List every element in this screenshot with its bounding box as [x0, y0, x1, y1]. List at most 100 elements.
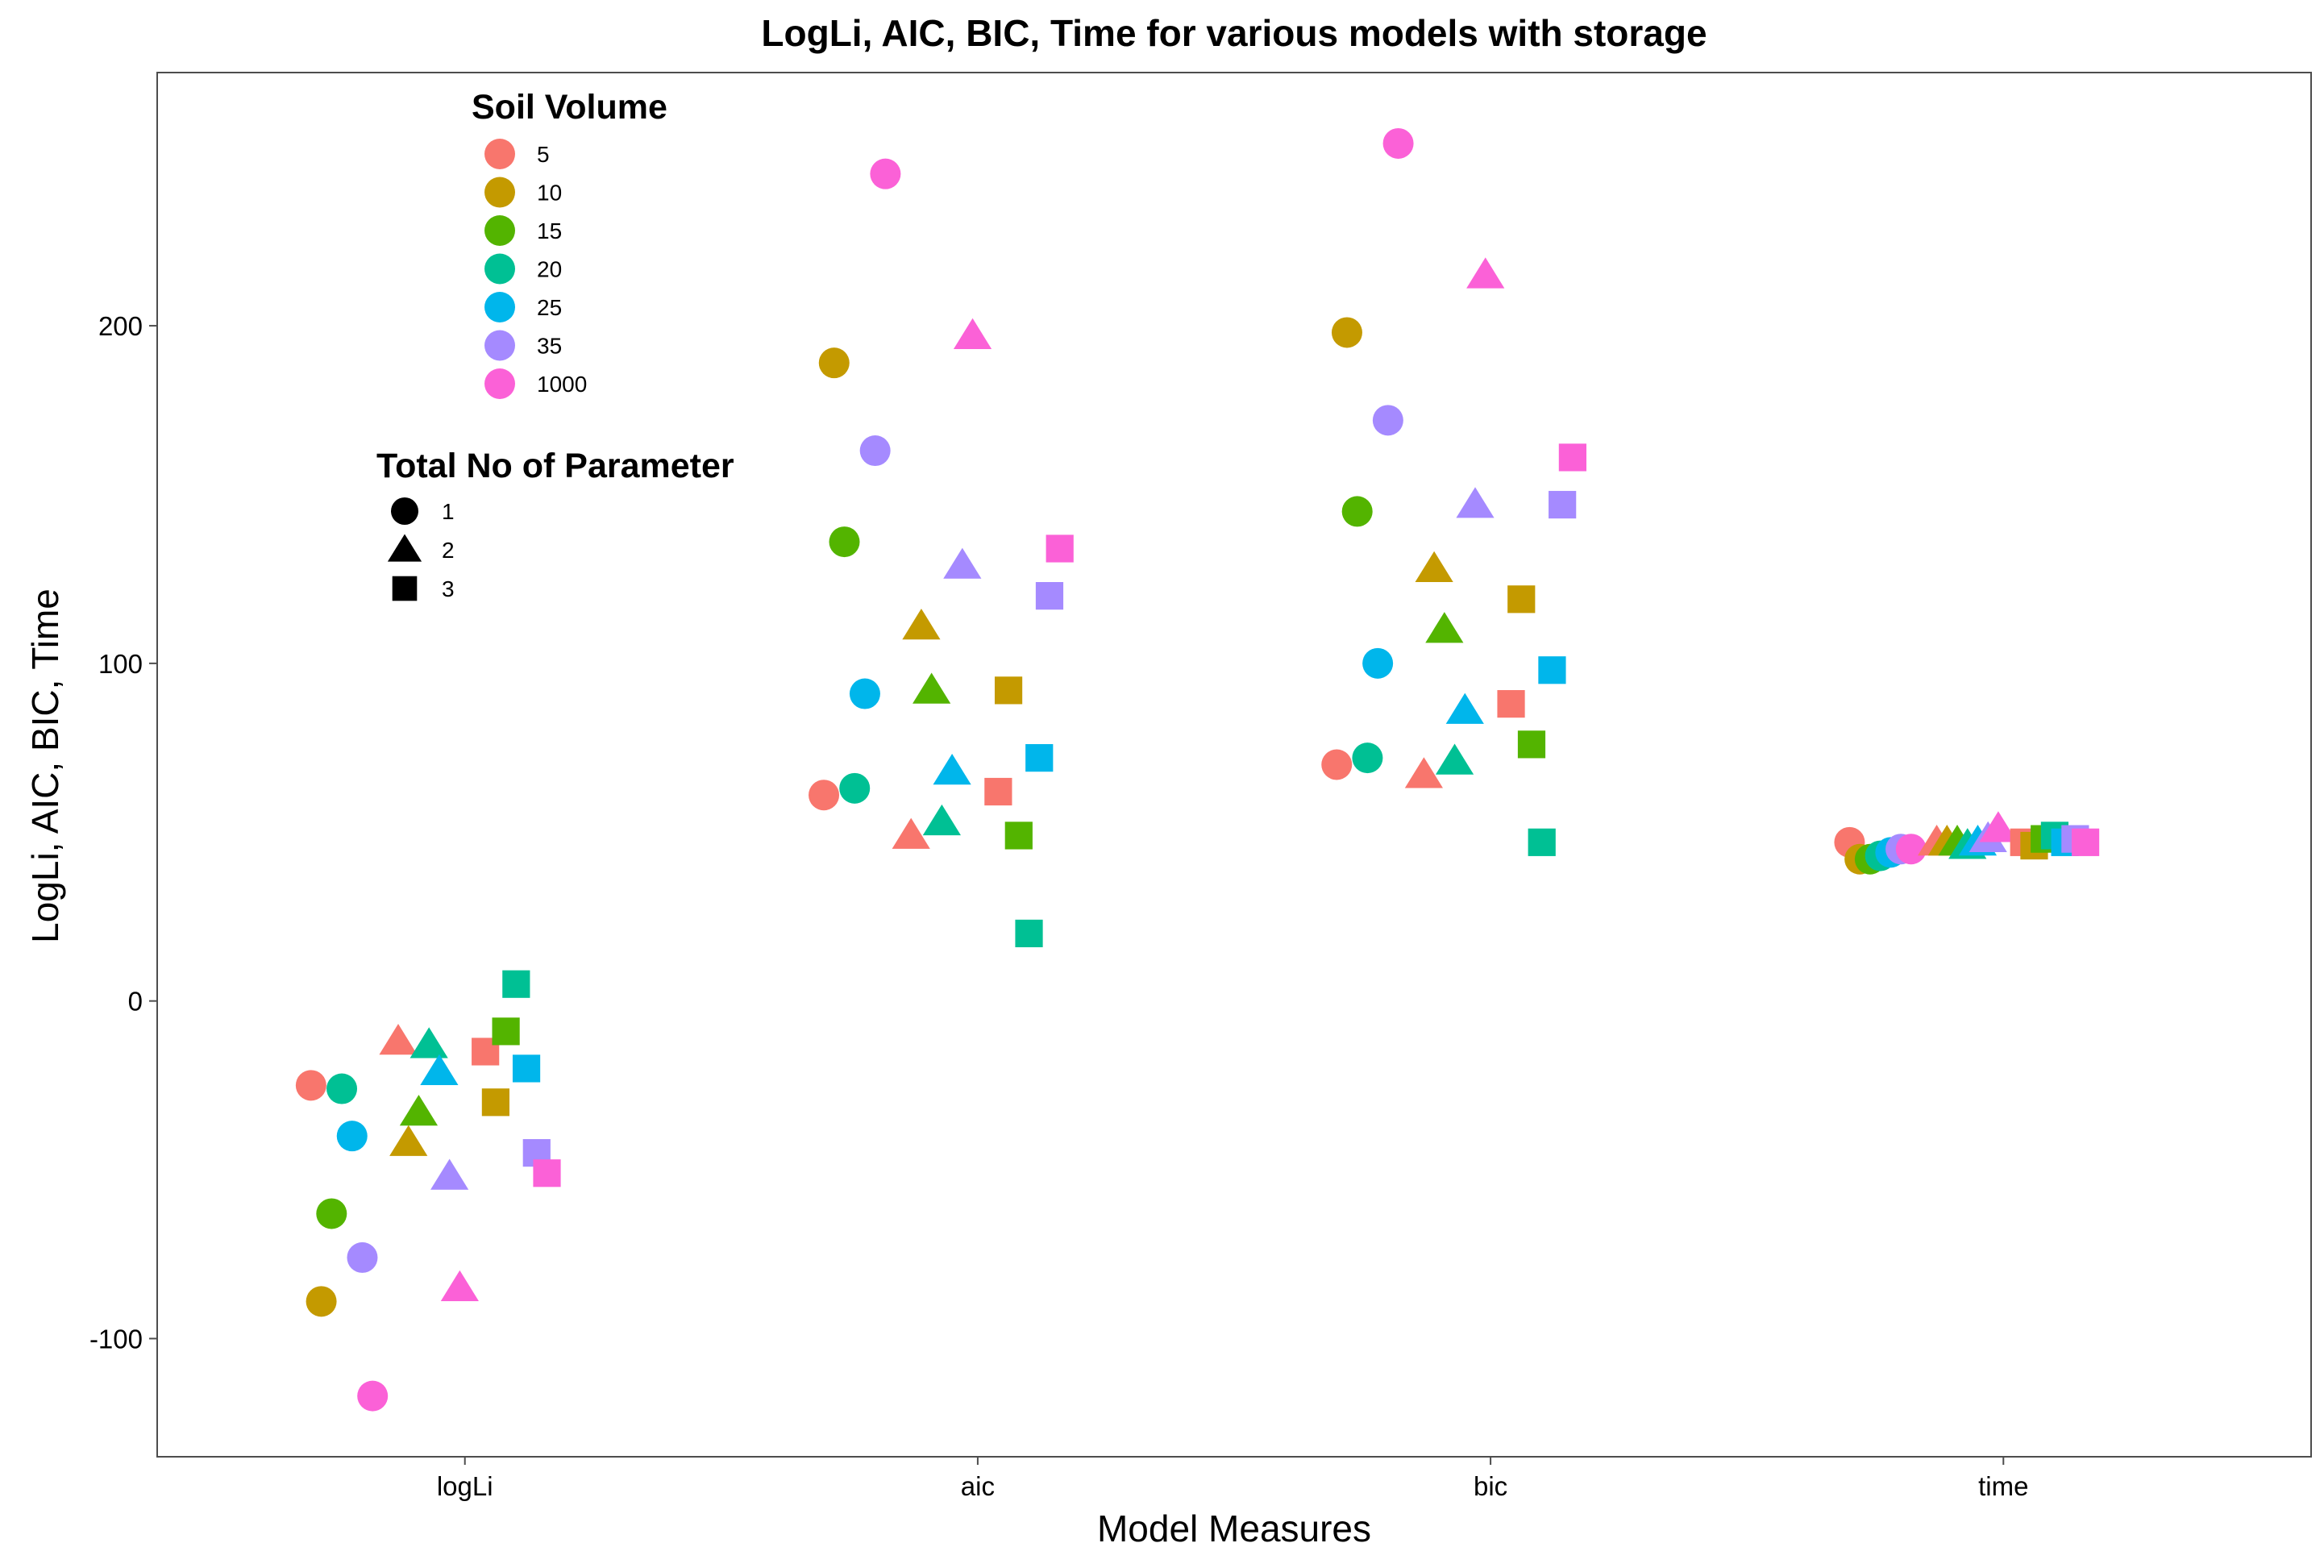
data-point [1435, 743, 1474, 775]
data-points [295, 127, 2100, 1412]
legend-soil-volume-key [484, 253, 515, 285]
y-tick-label: 0 [128, 987, 143, 1017]
data-point [943, 547, 982, 579]
data-point [1404, 757, 1443, 788]
legend-soil-volume-label: 35 [537, 334, 562, 359]
legend-soil-volume-key [484, 330, 515, 361]
legend-soil-volume-key [484, 177, 515, 208]
data-point [1015, 919, 1043, 947]
data-point [818, 347, 850, 379]
data-point [1549, 490, 1577, 519]
data-point [430, 1158, 469, 1190]
x-axis: logLi aic bic time [437, 1457, 2028, 1501]
chart-title: LogLi, AIC, BIC, Time for various models… [761, 12, 1707, 54]
data-point [492, 1017, 520, 1046]
data-point [399, 1094, 439, 1126]
data-point [1035, 582, 1064, 610]
data-point [316, 1198, 347, 1229]
data-point [1445, 692, 1484, 724]
plot-panel-border [156, 72, 2312, 1458]
data-point [512, 1054, 541, 1083]
data-point [1004, 821, 1033, 850]
data-point [1362, 647, 1394, 679]
data-point [389, 1125, 428, 1156]
legend-total-parameters: Total No of Parameter 1 2 3 [376, 447, 734, 601]
data-point [326, 1073, 358, 1104]
data-point [1025, 744, 1054, 772]
data-point [933, 754, 971, 785]
data-point [1352, 742, 1383, 774]
legend-soil-volume: Soil Volume 5 10 15 20 25 35 1000 [472, 88, 667, 399]
data-point [859, 435, 891, 467]
legend-soil-volume-label: 15 [537, 218, 562, 243]
legend-total-parameters-key [391, 497, 418, 525]
data-point [306, 1286, 337, 1317]
legend-total-parameters-title: Total No of Parameter [376, 447, 734, 485]
data-point [481, 1088, 509, 1117]
data-point [953, 318, 992, 350]
data-point [922, 804, 961, 836]
x-tick-label: logLi [437, 1471, 493, 1501]
legend-soil-volume-key [484, 215, 515, 246]
data-point [1046, 534, 1074, 563]
legend-soil-volume-label: 5 [537, 142, 550, 167]
data-point [1979, 811, 2018, 842]
legend-soil-volume-key [484, 139, 515, 169]
data-point [502, 970, 530, 998]
x-tick-label: bic [1474, 1471, 1507, 1501]
data-point [1528, 828, 1556, 856]
legend-soil-volume-label: 20 [537, 257, 562, 282]
data-point [809, 780, 840, 811]
data-point [1456, 487, 1495, 518]
legend-total-parameters-label: 3 [442, 576, 455, 601]
data-point [1321, 749, 1353, 780]
legend-soil-volume-label: 1000 [537, 372, 587, 397]
data-point [839, 772, 871, 804]
data-point [379, 1024, 418, 1055]
legend-total-parameters-label: 1 [442, 499, 455, 524]
legend-total-parameters-entries: 1 2 3 [387, 497, 455, 601]
x-tick-label: time [1978, 1471, 2028, 1501]
y-tick-label: 200 [98, 311, 143, 341]
data-point [1517, 730, 1546, 759]
data-point [347, 1242, 378, 1273]
y-tick-label: -100 [89, 1324, 143, 1354]
data-point [1372, 405, 1403, 436]
legend-soil-volume-key [484, 368, 515, 399]
data-point [1497, 690, 1525, 718]
data-point [870, 158, 901, 189]
data-point [1341, 496, 1373, 527]
legend-soil-volume-label: 25 [537, 295, 562, 320]
y-axis-title: LogLi, AIC, BIC, Time [24, 589, 66, 943]
data-point [902, 608, 941, 640]
data-point [984, 777, 1012, 806]
data-point [1382, 127, 1414, 159]
data-point [533, 1159, 561, 1187]
data-point [1558, 443, 1586, 472]
data-point [913, 672, 951, 704]
legend-soil-volume-key [484, 292, 515, 322]
data-point [849, 678, 880, 709]
legend-total-parameters-key [392, 576, 418, 601]
data-point [295, 1070, 326, 1101]
data-point [357, 1380, 389, 1412]
data-point [1895, 834, 1927, 865]
x-tick-label: aic [961, 1471, 995, 1501]
data-point [410, 1027, 448, 1059]
x-axis-title: Model Measures [1097, 1508, 1371, 1549]
data-point [829, 526, 860, 558]
y-tick-label: 100 [98, 649, 143, 679]
legend-soil-volume-entries: 5 10 15 20 25 35 1000 [484, 139, 587, 399]
legend-soil-volume-label: 10 [537, 181, 562, 206]
data-point [1331, 317, 1362, 348]
data-point [1425, 612, 1464, 643]
data-point [420, 1054, 459, 1085]
data-point [1507, 585, 1536, 613]
legend-total-parameters-label: 2 [442, 538, 455, 563]
data-point [1538, 656, 1566, 684]
plot-background [157, 73, 2311, 1457]
legend-soil-volume-title: Soil Volume [472, 88, 667, 127]
legend-total-parameters-key [387, 534, 422, 562]
data-point [1415, 551, 1453, 582]
